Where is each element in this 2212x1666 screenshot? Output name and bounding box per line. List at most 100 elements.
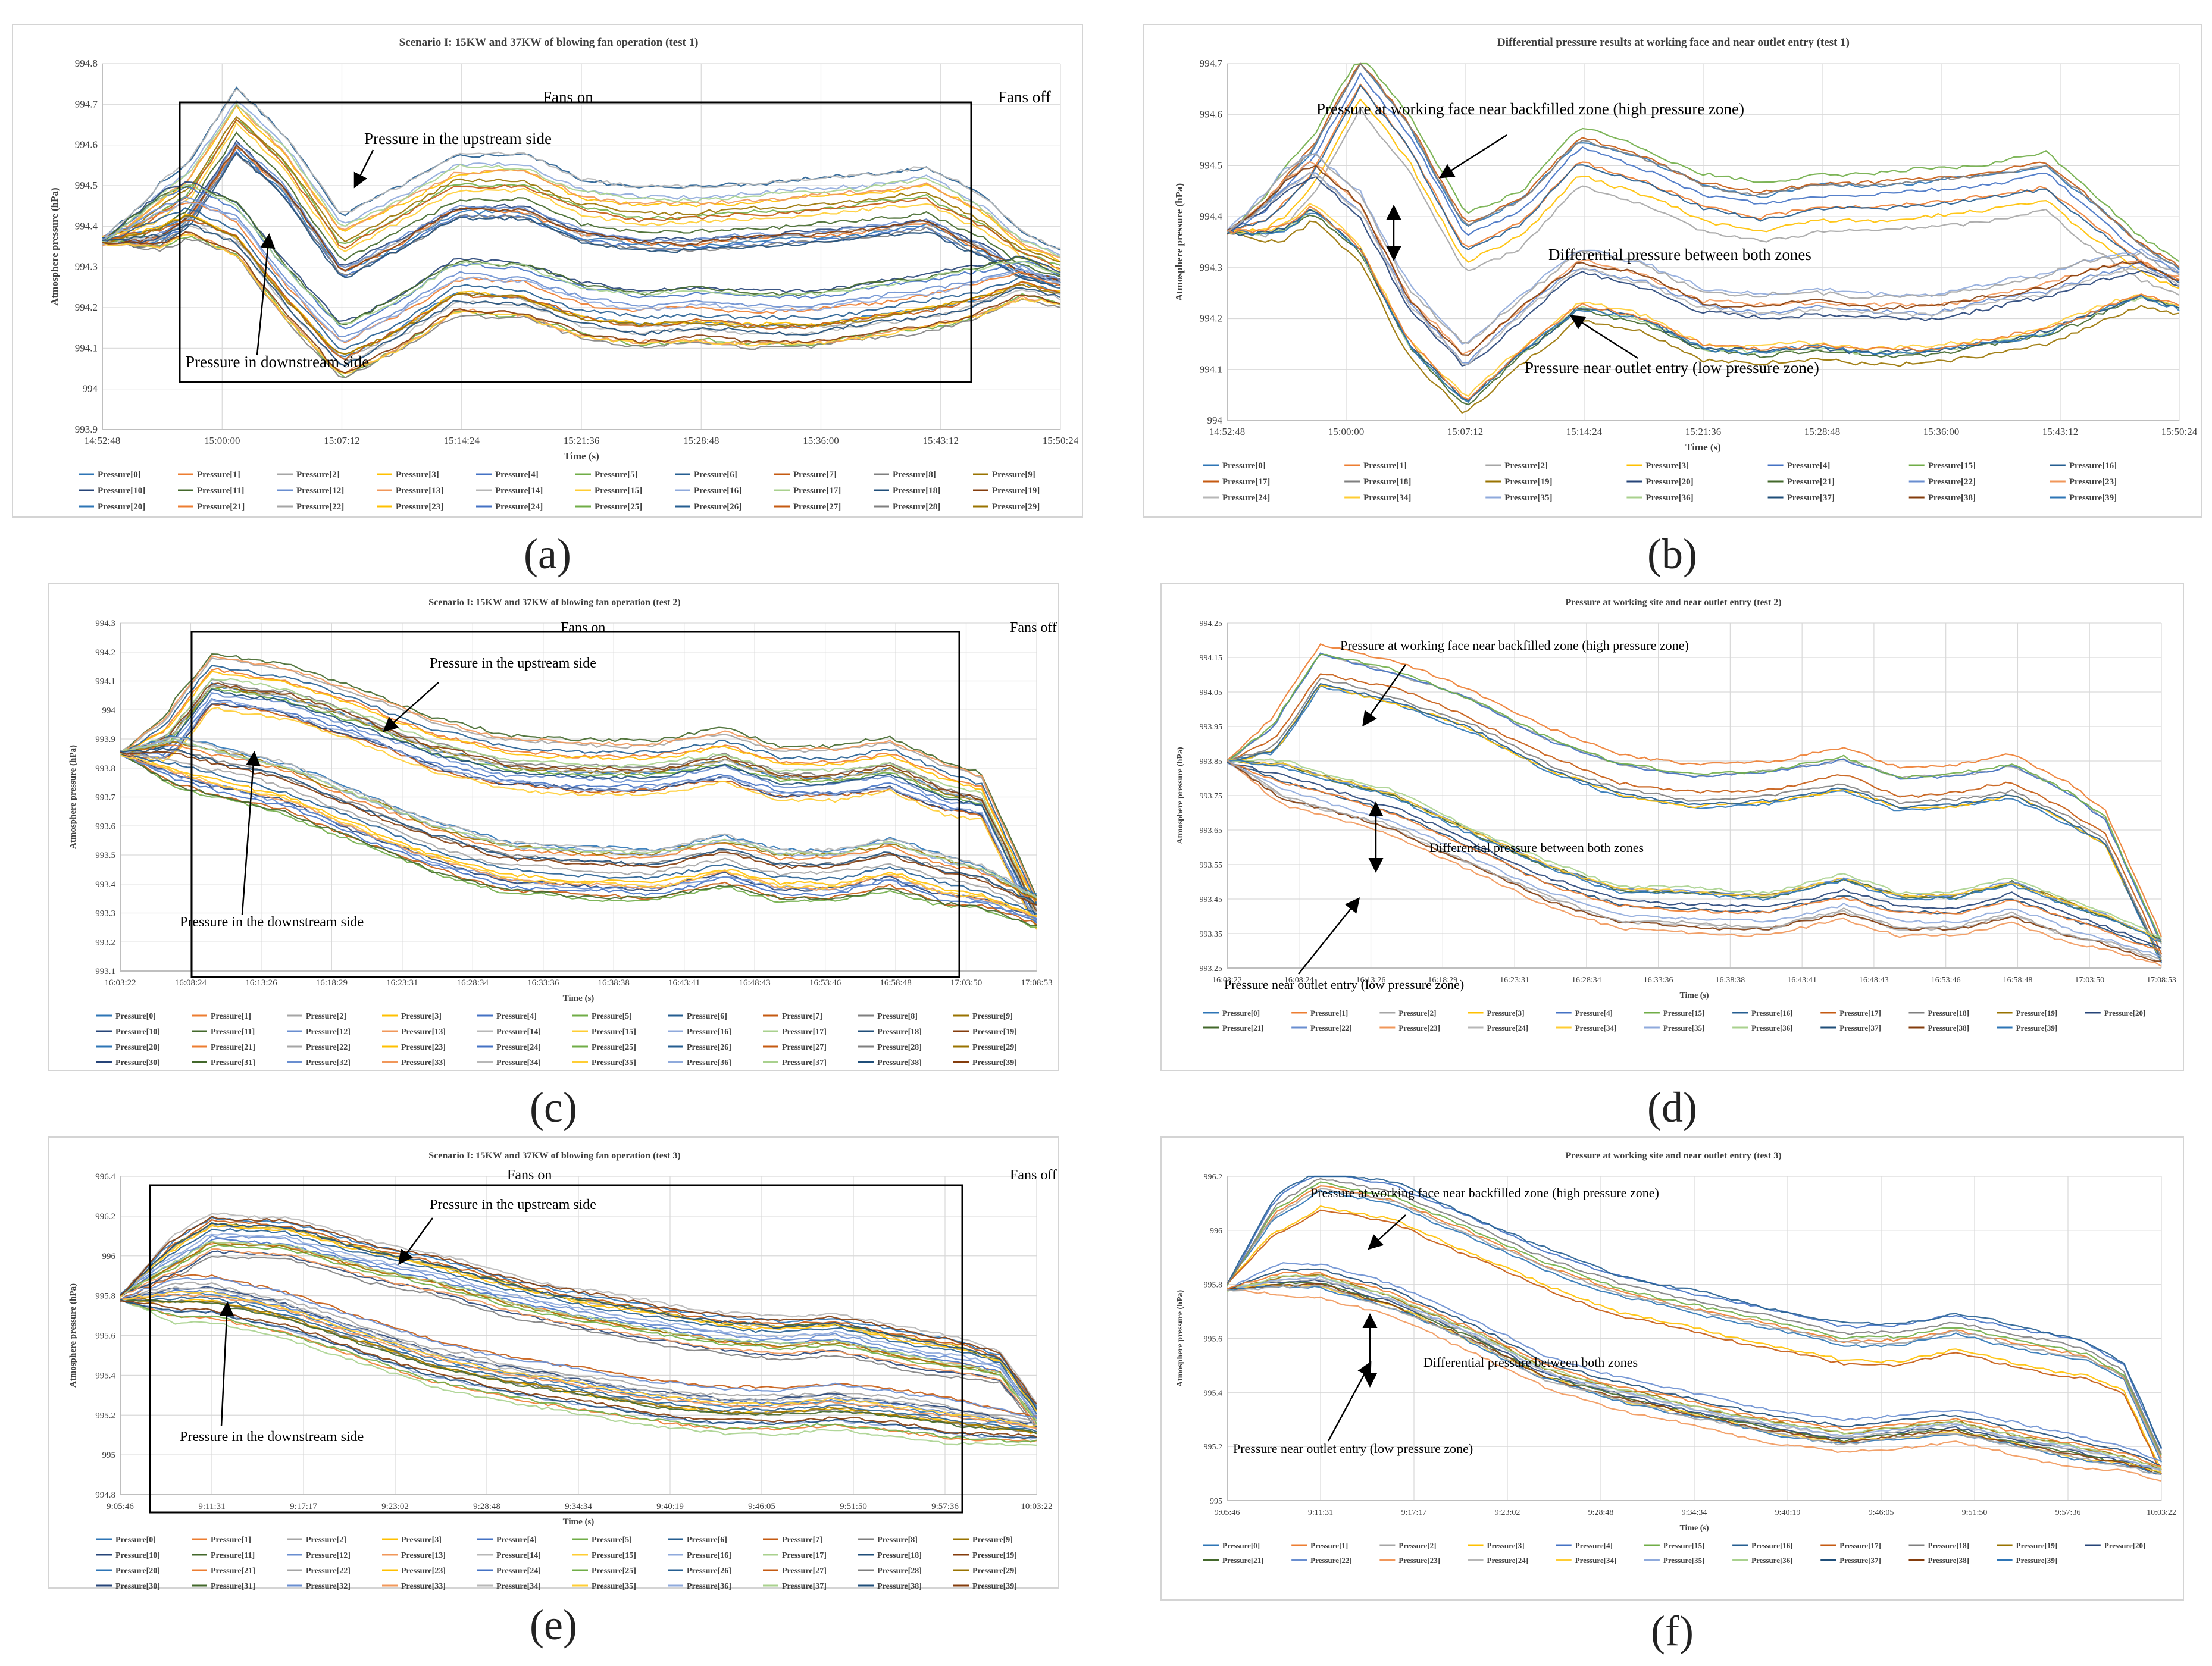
y-tick-label: 996 xyxy=(1210,1227,1222,1236)
series-line-downstream xyxy=(120,752,1037,926)
series-line-upstream xyxy=(120,699,1037,926)
legend-label: Pressure[12] xyxy=(306,1551,351,1560)
legend-label: Pressure[19] xyxy=(2016,1009,2058,1017)
legend-label: Pressure[1] xyxy=(211,1012,251,1021)
legend-label: Pressure[11] xyxy=(197,486,244,496)
legend-label: Pressure[2] xyxy=(296,470,340,480)
annotation-downstream: Pressure in the downstream side xyxy=(180,1429,364,1445)
legend-label: Pressure[37] xyxy=(1787,493,1835,503)
series-line-downstream xyxy=(120,754,1037,915)
panel-label-c: (c) xyxy=(530,1083,577,1131)
y-tick-label: 994.3 xyxy=(75,261,98,273)
x-tick-label: 16:48:43 xyxy=(739,978,770,988)
legend-label: Pressure[17] xyxy=(1222,477,1270,487)
panel-label-a: (a) xyxy=(524,530,571,578)
x-tick-label: 16:38:38 xyxy=(598,978,630,988)
legend-label: Pressure[20] xyxy=(2104,1541,2146,1550)
legend-label: Pressure[13] xyxy=(401,1551,446,1560)
x-tick-label: 16:28:34 xyxy=(1572,976,1601,985)
y-tick-label: 995.2 xyxy=(95,1411,115,1420)
legend-label: Pressure[32] xyxy=(306,1582,351,1590)
x-tick-label: 9:46:05 xyxy=(748,1502,775,1511)
legend-label: Pressure[22] xyxy=(1928,477,1976,487)
legend-label: Pressure[14] xyxy=(496,1028,541,1036)
x-axis-title: Time (s) xyxy=(563,1517,595,1527)
y-tick-label: 994.1 xyxy=(95,677,115,687)
series-line-high xyxy=(1227,62,2180,262)
x-tick-label: 9:05:46 xyxy=(1215,1508,1240,1517)
chart-e-svg: Scenario I: 15KW and 37KW of blowing fan… xyxy=(68,1151,1057,1590)
series-line-downstream xyxy=(120,1292,1037,1429)
series-line-downstream xyxy=(120,1286,1037,1427)
legend-label: Pressure[18] xyxy=(1363,477,1411,487)
y-tick-label: 993.85 xyxy=(1200,757,1223,766)
series-line-low xyxy=(1227,164,2180,356)
legend-label: Pressure[23] xyxy=(1398,1556,1440,1565)
y-tick-label: 994.1 xyxy=(75,342,98,353)
series-line-downstream xyxy=(120,754,1037,919)
chart-panel-e: Scenario I: 15KW and 37KW of blowing fan… xyxy=(48,1136,1059,1590)
legend-label: Pressure[24] xyxy=(1487,1023,1529,1032)
x-tick-label: 16:13:26 xyxy=(1356,976,1386,985)
y-tick-label: 993.3 xyxy=(95,909,115,919)
y-tick-label: 994.6 xyxy=(1200,109,1222,120)
legend-label: Pressure[37] xyxy=(1839,1556,1881,1565)
annotation-arrow-low xyxy=(1327,1361,1372,1442)
legend-label: Pressure[39] xyxy=(972,1059,1017,1067)
legend-label: Pressure[29] xyxy=(992,502,1040,512)
series-line-downstream xyxy=(120,752,1037,913)
series-line-upstream xyxy=(120,655,1038,900)
series-line-high xyxy=(1227,682,2163,962)
legend-label: Pressure[25] xyxy=(592,1567,636,1576)
legend-label: Pressure[22] xyxy=(1310,1556,1352,1565)
series-line-upstream xyxy=(120,682,1037,916)
x-tick-label: 17:03:50 xyxy=(2075,976,2104,985)
legend-label: Pressure[1] xyxy=(197,470,240,480)
series-line-high xyxy=(1227,62,2180,268)
series-line-downstream xyxy=(120,1298,1037,1439)
y-tick-label: 995 xyxy=(1210,1497,1222,1506)
legend-label: Pressure[31] xyxy=(197,518,245,519)
annotation-fans-on: Fans on xyxy=(543,88,593,106)
series-line-high xyxy=(1227,1175,2162,1448)
y-tick-label: 994.8 xyxy=(75,58,98,69)
x-tick-label: 15:14:24 xyxy=(1566,426,1603,437)
series-line-upstream xyxy=(120,1212,1037,1404)
annotation-upstream: Pressure in the upstream side xyxy=(364,130,552,148)
legend-label: Pressure[13] xyxy=(396,486,443,496)
x-axis-title: Time (s) xyxy=(563,994,595,1003)
x-tick-label: 9:11:31 xyxy=(1308,1508,1333,1517)
series-line-upstream xyxy=(120,1228,1037,1415)
series-line-upstream xyxy=(102,88,1061,249)
legend-label: Pressure[21] xyxy=(211,1567,255,1576)
x-axis-title: Time (s) xyxy=(1679,1524,1709,1533)
legend-label: Pressure[15] xyxy=(595,486,642,496)
chart-title: Scenario I: 15KW and 37KW of blowing fan… xyxy=(428,597,680,607)
series-line-downstream xyxy=(102,237,1061,379)
legend-label: Pressure[23] xyxy=(401,1567,446,1576)
x-tick-label: 15:21:36 xyxy=(1685,426,1721,437)
y-tick-label: 994 xyxy=(102,706,116,715)
legend-label: Pressure[2] xyxy=(306,1012,346,1021)
x-tick-label: 16:43:41 xyxy=(668,978,700,988)
chart-panel-f: Pressure at working site and near outlet… xyxy=(1160,1136,2184,1601)
legend-label: Pressure[37] xyxy=(1839,1023,1881,1032)
legend-label: Pressure[1] xyxy=(1310,1541,1348,1550)
legend-label: Pressure[28] xyxy=(877,1043,922,1052)
series-line-low xyxy=(1227,1288,2162,1482)
y-tick-label: 994.25 xyxy=(1200,619,1223,628)
series-line-upstream xyxy=(102,152,1061,287)
legend-label: Pressure[2] xyxy=(1398,1009,1436,1017)
legend-label: Pressure[4] xyxy=(495,470,539,480)
series-line-high xyxy=(1227,653,2163,943)
series-line-low xyxy=(1227,1284,2162,1475)
legend-label: Pressure[4] xyxy=(1575,1009,1613,1017)
legend-label: Pressure[9] xyxy=(972,1536,1013,1545)
series-line-high xyxy=(1227,643,2163,938)
y-tick-label: 995.8 xyxy=(1204,1281,1223,1290)
series-line-low xyxy=(1227,1268,2162,1467)
legend-label: Pressure[30] xyxy=(98,518,145,519)
annotation-arrow-upstream xyxy=(353,149,374,189)
legend-label: Pressure[23] xyxy=(401,1043,446,1052)
legend-label: Pressure[2] xyxy=(1398,1541,1436,1550)
